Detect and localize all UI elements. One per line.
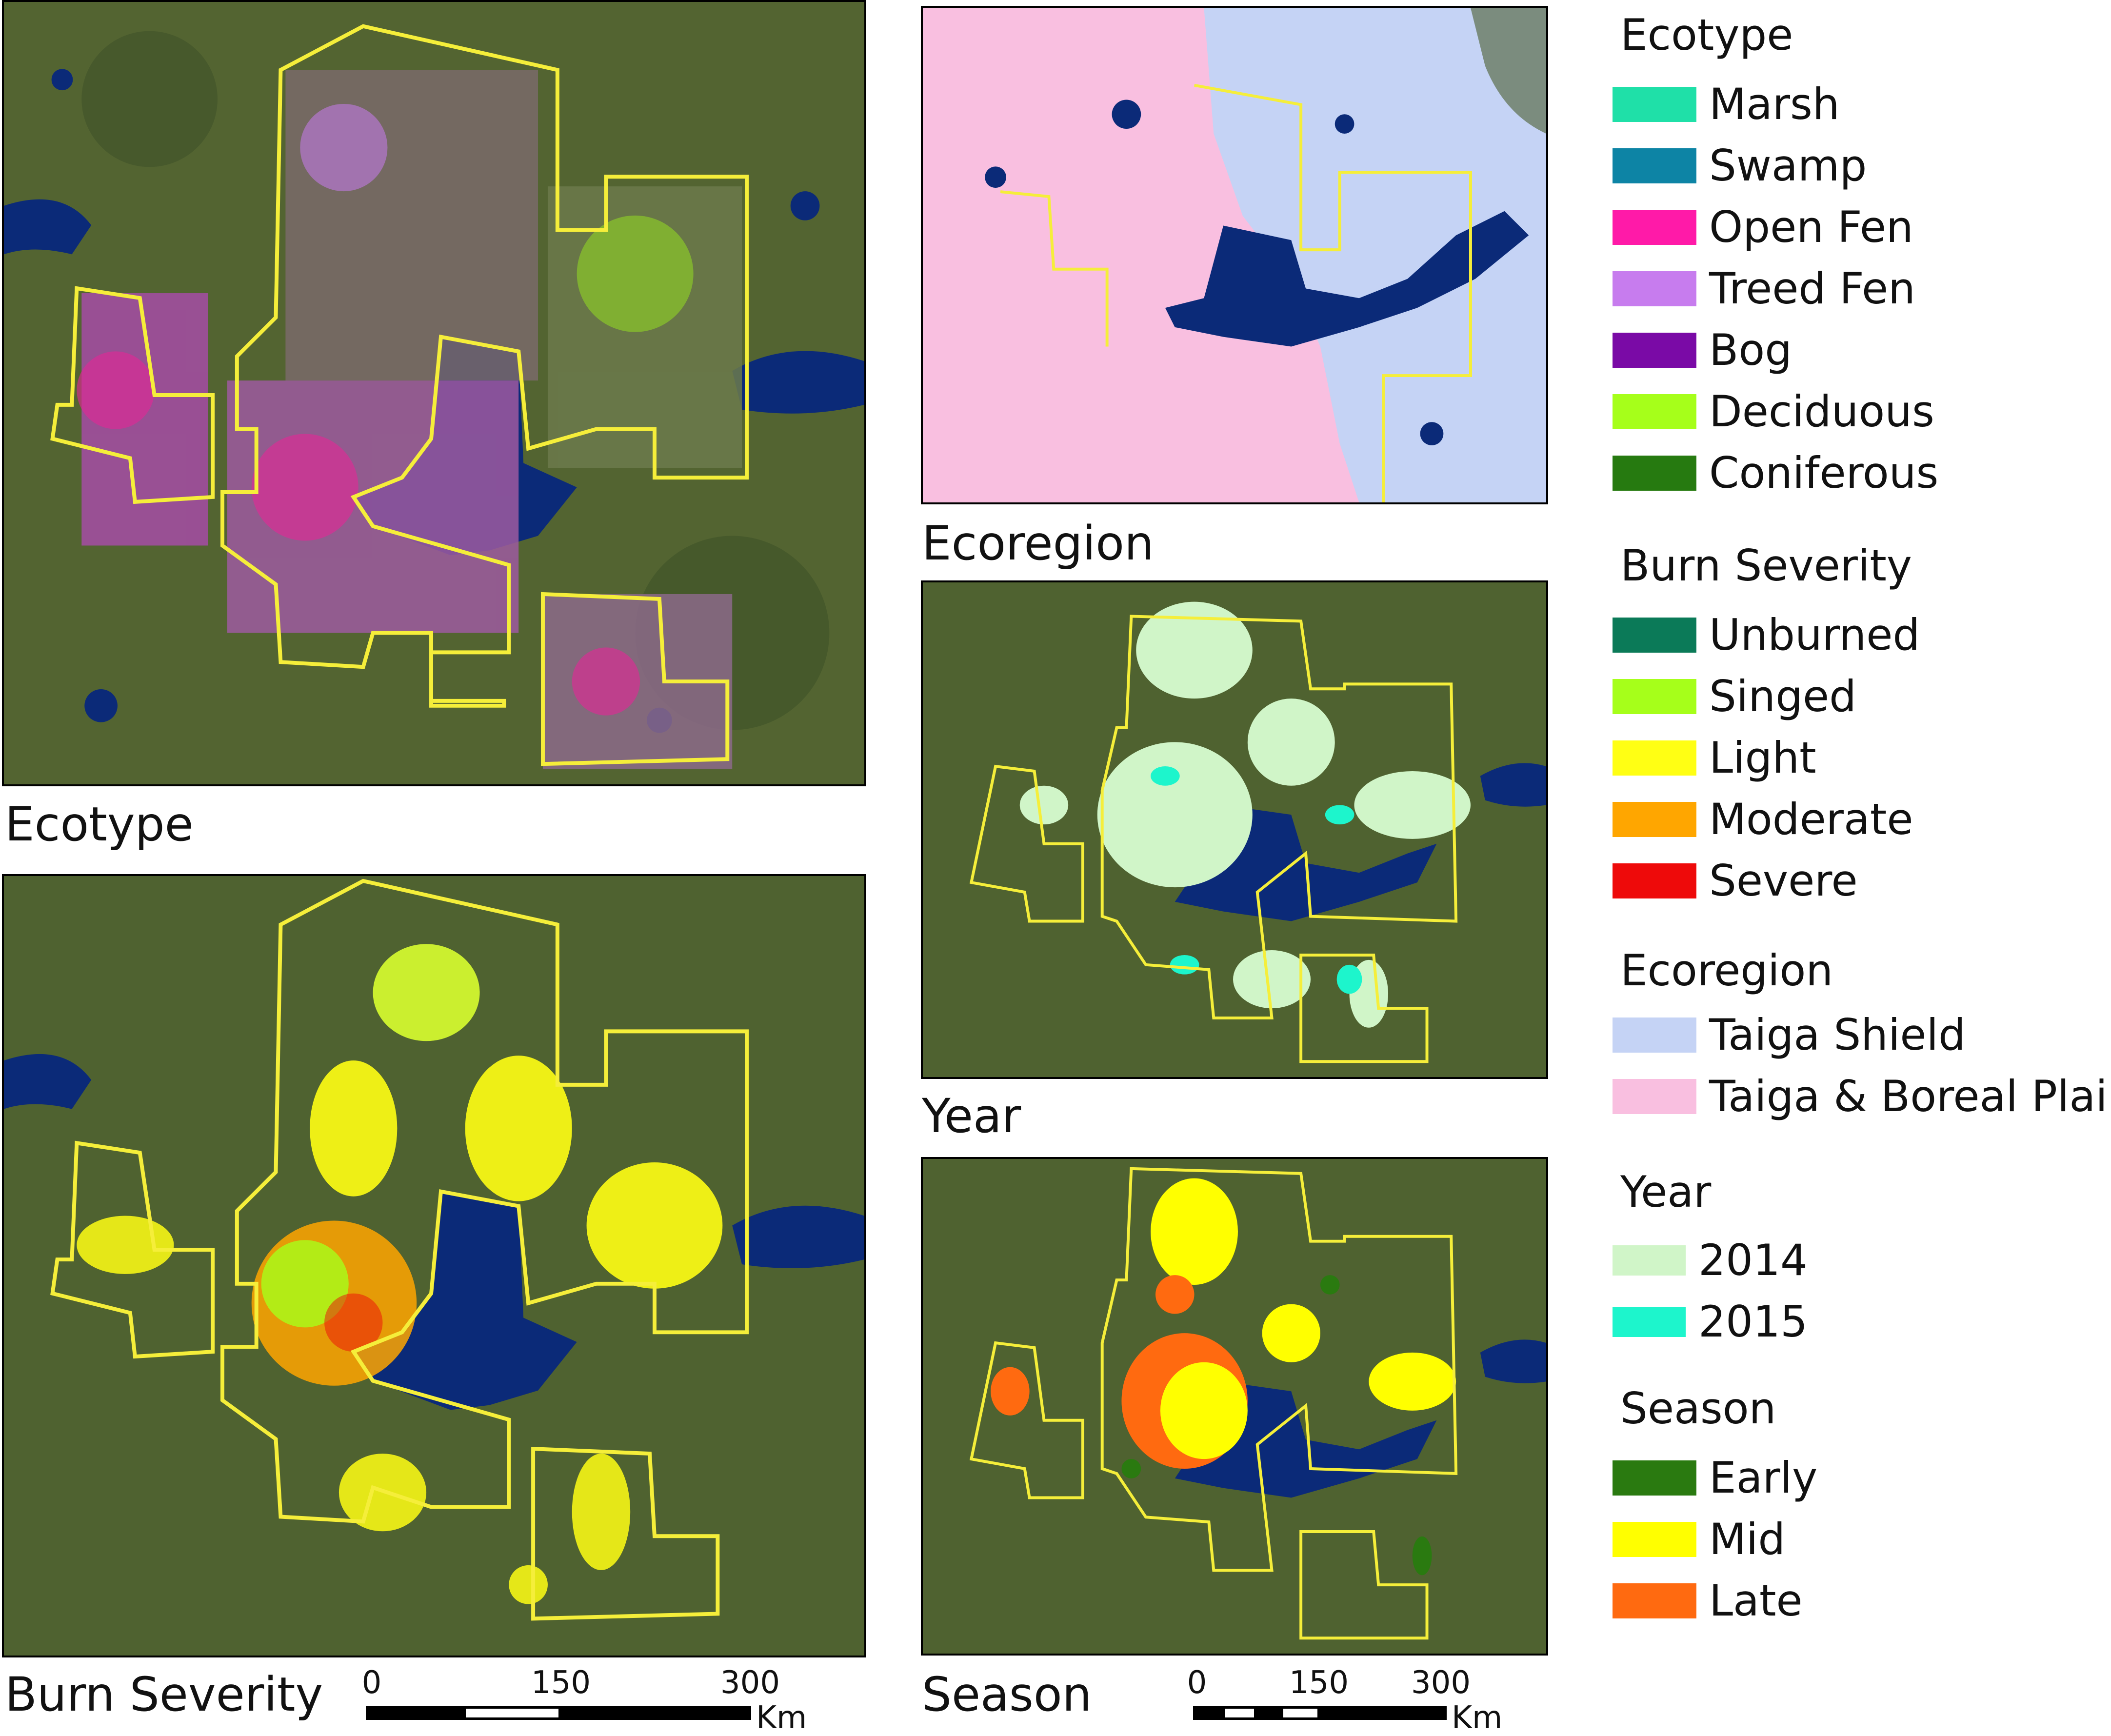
legend-item-2014: 2014 — [1613, 1235, 1808, 1285]
ecoregion-map-canvas — [923, 8, 1546, 502]
scalebar-bar — [1193, 1706, 1447, 1720]
legend-swatch — [1613, 1307, 1686, 1337]
legend-heading-year: Year — [1620, 1167, 1712, 1217]
legend-label: Open Fen — [1709, 202, 1913, 252]
legend-item-severe: Severe — [1613, 856, 1858, 906]
legend-label: Taiga & Boreal Plain — [1709, 1071, 2111, 1121]
legend-label: Unburned — [1709, 610, 1920, 660]
legend-label: Severe — [1709, 856, 1858, 906]
legend-heading-ecoregion: Ecoregion — [1620, 945, 1833, 996]
year-panel-label: Year — [922, 1089, 1021, 1143]
legend-label: 2014 — [1698, 1235, 1808, 1285]
legend-item-taiga-shield: Taiga Shield — [1613, 1010, 1966, 1060]
legend-swatch — [1613, 618, 1696, 653]
legend-item-moderate: Moderate — [1613, 794, 1913, 844]
ecotype-panel-label: Ecotype — [5, 797, 194, 852]
legend-item-late: Late — [1613, 1576, 1803, 1626]
legend-swatch — [1613, 394, 1696, 429]
year-map — [921, 580, 1548, 1079]
legend-label: Coniferous — [1709, 448, 1939, 498]
legend-swatch — [1613, 802, 1696, 837]
legend-label: Early — [1709, 1453, 1818, 1503]
legend-swatch — [1613, 1245, 1686, 1276]
legend-label: Taiga Shield — [1709, 1010, 1966, 1060]
scalebar-tick: 0 — [361, 1665, 382, 1701]
legend-swatch — [1613, 456, 1696, 491]
legend-label: Light — [1709, 733, 1816, 783]
legend-label: Marsh — [1709, 79, 1840, 129]
legend-label: Mid — [1709, 1514, 1786, 1564]
scalebar-unit: Km — [756, 1700, 807, 1736]
legend-swatch — [1613, 1522, 1696, 1557]
ecoregion-panel-label: Ecoregion — [922, 516, 1154, 571]
legend-item-deciduous: Deciduous — [1613, 386, 1934, 437]
season-patches — [991, 1178, 1456, 1576]
legend-item-light: Light — [1613, 733, 1816, 783]
scalebar-tick: 300 — [720, 1665, 780, 1701]
legend-label: Singed — [1709, 671, 1856, 721]
legend-swatch — [1613, 1018, 1696, 1053]
burn-severity-map-canvas — [4, 876, 864, 1656]
ecoregion-map — [921, 6, 1548, 504]
legend-item-unburned: Unburned — [1613, 610, 1920, 660]
legend-item-swamp: Swamp — [1613, 140, 1867, 191]
legend-heading-season: Season — [1620, 1383, 1776, 1434]
season-panel-label: Season — [922, 1667, 1092, 1722]
legend-item-taiga-boreal-plain: Taiga & Boreal Plain — [1613, 1071, 2111, 1121]
scalebar-right: 0 150 300 Km — [1187, 1665, 1503, 1734]
year-map-canvas — [923, 582, 1546, 1077]
scalebar-left: 0 150 300 Km — [362, 1665, 815, 1734]
burn-severity-map — [2, 874, 866, 1657]
legend-item-coniferous: Coniferous — [1613, 448, 1939, 498]
legend-item-bog: Bog — [1613, 325, 1792, 375]
legend-label: Deciduous — [1709, 386, 1934, 437]
ecotype-classified-area — [77, 70, 742, 769]
legend-item-treed-fen: Treed Fen — [1613, 263, 1915, 314]
season-map-canvas — [923, 1159, 1546, 1654]
study-area-boundary — [220, 24, 749, 708]
legend-label: Late — [1709, 1576, 1803, 1626]
legend-item-singed: Singed — [1613, 671, 1856, 721]
legend-heading-ecotype: Ecotype — [1620, 10, 1793, 60]
season-map — [921, 1157, 1548, 1656]
scalebar-tick: 150 — [1289, 1665, 1349, 1701]
legend-swatch — [1613, 333, 1696, 368]
legend-swatch — [1613, 740, 1696, 776]
legend-label: Bog — [1709, 325, 1792, 375]
legend-swatch — [1613, 210, 1696, 245]
legend-item-2015: 2015 — [1613, 1297, 1808, 1347]
legend-item-open-fen: Open Fen — [1613, 202, 1913, 252]
legend-swatch — [1613, 1079, 1696, 1114]
legend-swatch — [1613, 1583, 1696, 1618]
burn-severity-panel-label: Burn Severity — [5, 1667, 323, 1722]
scalebar-tick: 300 — [1411, 1665, 1471, 1701]
scalebar-tick: 150 — [531, 1665, 591, 1701]
legend-item-early: Early — [1613, 1453, 1818, 1503]
legend-label: Swamp — [1709, 140, 1867, 191]
legend-item-marsh: Marsh — [1613, 79, 1840, 129]
burn-severity-patches — [77, 944, 723, 1604]
lake-water — [1165, 211, 1529, 347]
legend-swatch — [1613, 87, 1696, 122]
scalebar-bar — [366, 1706, 751, 1720]
scalebar-unit: Km — [1452, 1700, 1503, 1736]
legend-label: Treed Fen — [1709, 263, 1915, 314]
legend-swatch — [1613, 148, 1696, 183]
legend-label: Moderate — [1709, 794, 1913, 844]
ecotype-map-canvas — [4, 2, 864, 784]
legend-swatch — [1613, 863, 1696, 898]
legend-swatch — [1613, 679, 1696, 714]
legend-item-mid: Mid — [1613, 1514, 1786, 1564]
burned-area-patches — [1019, 601, 1471, 1028]
legend-label: 2015 — [1698, 1297, 1808, 1347]
legend-heading-burn-severity: Burn Severity — [1620, 540, 1912, 591]
scalebar-tick: 0 — [1187, 1665, 1207, 1701]
ecotype-map — [2, 0, 866, 786]
legend-swatch — [1613, 271, 1696, 306]
taiga-boreal-plain-region — [923, 8, 1359, 502]
legend-swatch — [1613, 1460, 1696, 1496]
